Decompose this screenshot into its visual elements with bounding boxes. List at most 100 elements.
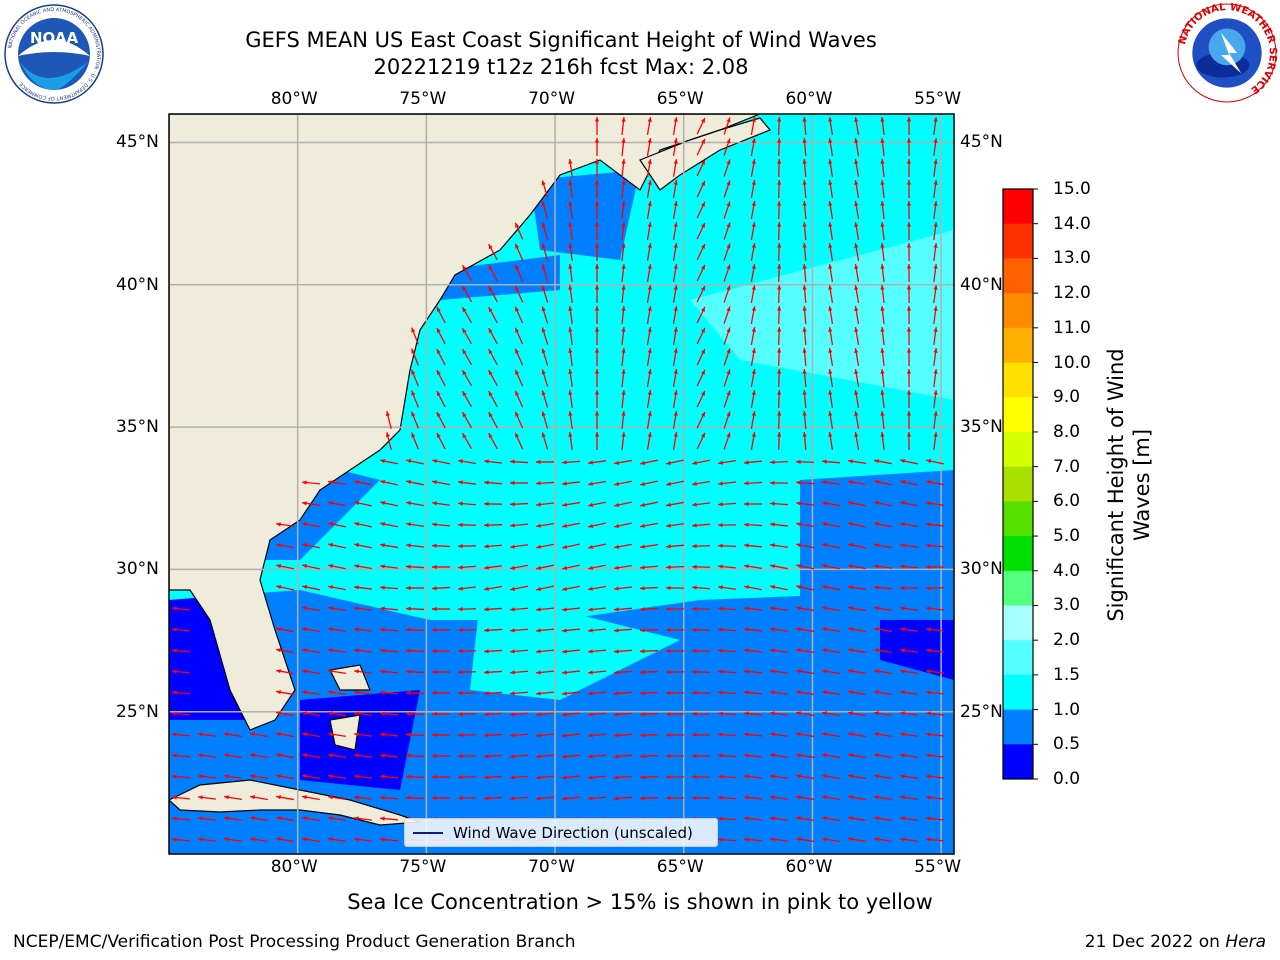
wave-direction-arrowhead xyxy=(673,159,678,164)
wave-direction-arrowhead xyxy=(432,648,437,654)
wave-direction-arrowhead xyxy=(640,712,645,717)
wave-direction-arrowhead xyxy=(880,180,885,185)
wave-direction-arrowhead xyxy=(796,459,801,464)
wave-direction-arrowhead xyxy=(900,753,905,758)
wave-direction-arrowhead xyxy=(354,627,359,632)
wave-direction-arrowhead xyxy=(588,586,593,591)
wave-direction-arrowhead xyxy=(900,459,906,464)
lat-tick-label-right: 35°N xyxy=(960,417,1003,438)
wave-direction-arrowhead xyxy=(380,627,385,632)
wave-direction-arrowhead xyxy=(692,669,697,674)
wave-direction-arrowhead xyxy=(432,774,437,780)
colorbar-swatch xyxy=(1003,605,1033,641)
wave-direction-arrowhead xyxy=(172,774,177,779)
wave-direction-arrowhead xyxy=(796,627,801,632)
wave-direction-arrowhead xyxy=(354,501,360,506)
land-cuba xyxy=(169,779,421,826)
wave-direction-arrowhead xyxy=(647,390,652,395)
wave-direction-arrowhead xyxy=(718,585,723,590)
wave-direction-arrowhead xyxy=(250,774,255,779)
wave-field-coastal-band xyxy=(250,470,380,560)
wave-direction-arrowhead xyxy=(906,432,912,437)
wave-direction-arrowhead xyxy=(777,306,782,311)
wave-direction-arrowhead xyxy=(751,264,756,269)
colorbar-tick-label: 7.0 xyxy=(1053,456,1081,477)
wave-direction-arrowhead xyxy=(515,369,520,375)
wave-direction-arrowhead xyxy=(822,795,827,800)
wave-direction-arrowhead xyxy=(647,327,652,332)
wave-direction-arrowhead xyxy=(488,349,493,355)
wave-direction-arrowhead xyxy=(692,648,697,653)
wave-direction-arrowhead xyxy=(751,138,756,143)
wave-direction-arrowhead xyxy=(276,543,281,548)
wave-direction-arrowhead xyxy=(594,159,600,164)
lat-tick-label-left: 40°N xyxy=(116,274,159,295)
wave-direction-arrowhead xyxy=(614,796,619,801)
wave-direction-arrowhead xyxy=(692,732,697,737)
wave-direction-arrowhead xyxy=(614,544,619,549)
wave-direction-arrowhead xyxy=(568,327,573,332)
wave-direction-arrowhead xyxy=(666,753,671,759)
wave-direction-arrowhead xyxy=(621,138,626,143)
wave-direction-arrowhead xyxy=(701,327,705,333)
svg-text:NOAA: NOAA xyxy=(30,29,79,47)
wave-direction-arrowhead xyxy=(541,369,546,375)
wave-direction-arrowhead xyxy=(515,432,520,438)
colorbar-tick-label: 3.0 xyxy=(1053,595,1081,616)
wave-direction-arrowhead xyxy=(880,243,885,248)
wave-direction-arrowhead xyxy=(458,712,463,717)
wave-direction-arrowhead xyxy=(822,711,827,716)
wave-direction-arrowhead xyxy=(172,732,177,737)
wave-direction-arrowhead xyxy=(802,306,807,311)
wave-direction-arrowhead xyxy=(380,837,385,842)
wave-direction-arrowhead xyxy=(510,607,515,612)
wave-direction-arrowhead xyxy=(744,564,749,569)
wave-direction-arrowhead xyxy=(926,459,932,464)
wave-direction-arrowhead xyxy=(673,264,678,269)
wave-direction-arrowhead xyxy=(848,732,853,737)
wave-direction-arrowhead xyxy=(718,816,723,821)
wave-direction-arrowhead xyxy=(802,222,807,227)
wave-direction-arrowhead xyxy=(926,606,931,611)
wave-direction-arrowhead xyxy=(432,501,437,506)
wave-direction-arrowhead xyxy=(484,586,489,591)
wave-direction-arrowhead xyxy=(900,774,905,779)
wave-direction-arrowhead xyxy=(854,369,859,374)
wave-direction-arrowhead xyxy=(718,795,723,800)
wave-direction-arrowhead xyxy=(848,627,853,632)
colorbar-swatch xyxy=(1003,189,1033,225)
wave-direction-arrowhead xyxy=(848,606,853,611)
wave-direction-arrowhead xyxy=(796,711,801,716)
wave-direction-arrowhead xyxy=(302,690,307,695)
nws-logo: NATIONAL WEATHER SERVICE xyxy=(1177,2,1278,103)
wave-direction-arrowhead xyxy=(515,390,520,396)
wave-direction-arrowhead xyxy=(484,733,489,738)
lon-tick-label-top: 80°W xyxy=(270,89,318,109)
wave-direction-arrowhead xyxy=(432,459,438,464)
wave-direction-arrowhead xyxy=(718,460,723,465)
wave-direction-arrowhead xyxy=(302,816,307,821)
wave-direction-arrowhead xyxy=(510,459,515,464)
lat-tick-label-left: 45°N xyxy=(116,132,159,153)
wave-direction-arrowhead xyxy=(926,837,931,842)
wave-direction-arrowhead xyxy=(562,670,567,675)
wave-direction-arrowhead xyxy=(777,243,782,248)
wave-direction-arrowhead xyxy=(802,180,807,185)
wave-direction-arrowhead xyxy=(822,480,827,485)
legend-line-swatch xyxy=(413,831,443,834)
wave-direction-arrowhead xyxy=(874,522,880,527)
wave-direction-arrowhead xyxy=(770,648,775,653)
wave-direction-arrowhead xyxy=(354,837,359,842)
wave-direction-arrowhead xyxy=(926,564,931,570)
wave-direction-arrowhead xyxy=(594,411,600,416)
wave-direction-arrowhead xyxy=(900,795,905,800)
wave-direction-arrowhead xyxy=(250,753,255,758)
wave-direction-arrowhead xyxy=(541,222,546,228)
wave-direction-arrowhead xyxy=(640,544,645,549)
wave-field-east-low xyxy=(880,620,954,680)
wave-direction-arrowhead xyxy=(640,502,646,507)
wave-direction-arrowhead xyxy=(926,711,931,716)
wave-direction-arrowhead xyxy=(874,543,879,548)
lon-tick-label-top: 60°W xyxy=(785,89,833,109)
